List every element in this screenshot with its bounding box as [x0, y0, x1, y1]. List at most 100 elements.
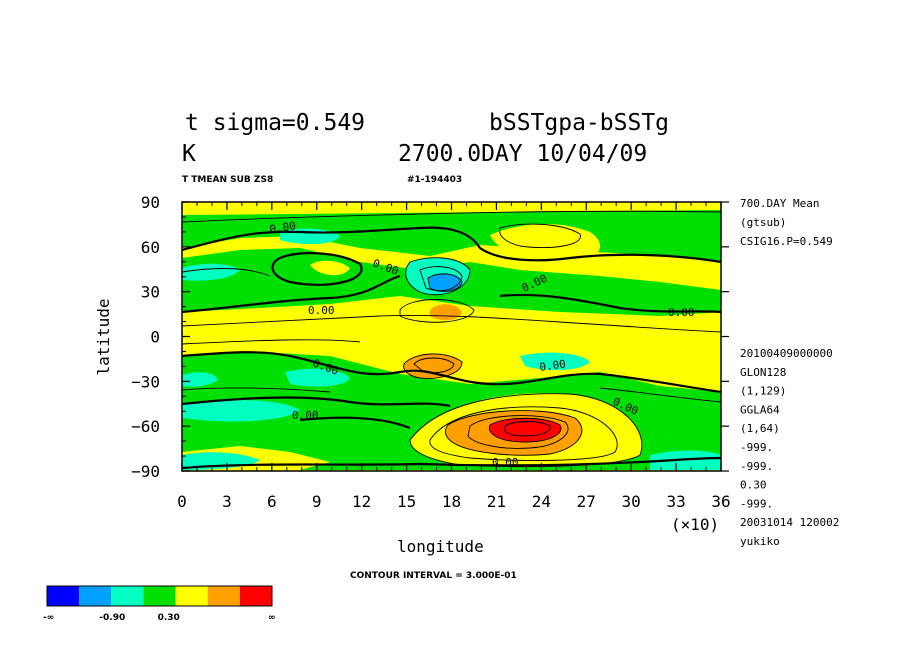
x-tick-label: 30 [622, 492, 641, 511]
title-line1-left: t sigma=0.549 [185, 110, 365, 136]
contour-label: 0.00 [668, 306, 695, 319]
x-tick-label: 33 [666, 492, 685, 511]
y-tick-labels: 90 60 30 0 −30 −60 −90 [131, 193, 160, 481]
x-tick-label: 24 [532, 492, 551, 511]
x-tick-label: 3 [222, 492, 232, 511]
x-tick-label: 15 [397, 492, 416, 511]
contour-band [428, 273, 462, 292]
subtitle-right: #1-194403 [407, 175, 462, 185]
y-tick-label: 60 [141, 238, 160, 257]
contour-line [399, 299, 475, 323]
info-line: -999. [740, 497, 773, 510]
title-line2-right: 2700.0DAY 10/04/09 [398, 141, 647, 167]
contour-band [182, 372, 218, 387]
contour-line [182, 210, 721, 223]
contour-label: 0.00 [292, 409, 319, 422]
x-tick-label: 9 [312, 492, 322, 511]
right-info-top: 700.DAY Mean (gtsub) CSIG16.P=0.549 [740, 197, 833, 248]
info-line: yukiko [740, 535, 780, 548]
colorbar-swatch [111, 586, 144, 606]
contour-line [409, 393, 643, 468]
info-line: 0.30 [740, 479, 767, 492]
contour-line [499, 223, 581, 248]
contour-line [429, 406, 618, 461]
title-line2-left: K [182, 141, 196, 167]
contour-band [489, 418, 561, 442]
info-line: (1,129) [740, 385, 786, 398]
y-tick-label: −60 [131, 417, 160, 436]
contour-line [405, 257, 471, 296]
contour-line-layer [182, 210, 721, 470]
y-tick-label: −90 [131, 462, 160, 481]
contour-band [182, 400, 300, 422]
y-tick-label: −30 [131, 372, 160, 391]
contour-line [403, 353, 463, 379]
colorbar-label: ∞ [268, 613, 276, 623]
info-line: GLON128 [740, 366, 786, 379]
x-axis-label: longitude [397, 537, 484, 556]
x-tick-label: 27 [577, 492, 596, 511]
contour-band [490, 224, 600, 265]
colorbar-label: 0.30 [158, 613, 180, 623]
contour-line-zero [182, 274, 401, 314]
contour-line-zero [299, 416, 411, 430]
info-line: (gtsub) [740, 216, 786, 229]
contour-line-zero [182, 456, 721, 470]
info-line: GGLA64 [740, 403, 780, 416]
contour-label: 0.00 [269, 219, 297, 236]
info-line: 20100409000000 [740, 347, 833, 360]
colorbar-frame [46, 585, 273, 607]
subtitle-left: T TMEAN SUB ZS8 [182, 175, 273, 185]
x-tick-labels: 0 3 6 9 12 15 18 21 24 27 30 33 36 [177, 492, 730, 511]
contour-band [520, 352, 590, 371]
contour-interval-label: CONTOUR INTERVAL = 3.000E-01 [350, 571, 517, 581]
info-line: -999. [740, 460, 773, 473]
contour-line [182, 387, 331, 393]
colorbar-label: -0.90 [99, 613, 125, 623]
contour-line [444, 410, 583, 456]
colorbar-swatch [207, 586, 240, 606]
info-line: 20031014 120002 [740, 516, 839, 529]
y-tick-label: 30 [141, 283, 160, 302]
info-line: (1,64) [740, 422, 780, 435]
contour-label: 0.00 [308, 304, 335, 317]
info-line: -999. [740, 441, 773, 454]
y-tick-label: 90 [141, 193, 160, 212]
contour-line-zero [271, 252, 363, 286]
x-tick-label: 12 [352, 492, 371, 511]
contour-line [599, 387, 721, 403]
colorbar-label: -∞ [43, 613, 54, 623]
colorbar-swatch [239, 586, 272, 606]
right-info-bottom: 20100409000000 GLON128 (1,129) GGLA64 (1,64)… [740, 347, 839, 548]
x-tick-label: 0 [177, 492, 187, 511]
colorbar-swatch [47, 586, 80, 606]
contour-line [182, 315, 721, 333]
contour-line-zero [182, 226, 721, 264]
axis-ticks [181, 201, 729, 472]
contour-label: 0.00 [539, 357, 567, 374]
contour-line-zero [182, 396, 451, 408]
y-tick-label: 0 [150, 328, 160, 347]
colorbar-swatch [79, 586, 112, 606]
colorbar-swatch [143, 586, 176, 606]
contour-line [488, 417, 562, 443]
contour-line [413, 357, 455, 374]
x-tick-label: 6 [267, 492, 277, 511]
title-line1-right: bSSTgpa-bSSTg [489, 110, 669, 136]
contour-line [182, 339, 361, 345]
contour-line [467, 415, 569, 449]
x-tick-label: 36 [711, 492, 730, 511]
contour-fill-layer [182, 202, 721, 471]
contour-line [182, 268, 271, 277]
info-line: 700.DAY Mean [740, 197, 819, 210]
colorbar-swatch [175, 586, 208, 606]
plot-area: 0.000.000.000.000.000.00 0.000.000.000.00… [131, 193, 731, 511]
contour-line [427, 273, 463, 292]
contour-line-zero [499, 293, 721, 314]
colorbar: -∞ -0.90 0.30 ∞ [43, 585, 276, 623]
contour-line [503, 421, 551, 437]
y-axis-label: latitude [94, 298, 113, 375]
contour-label: 0.00 [492, 456, 519, 469]
contour-band [285, 368, 350, 387]
